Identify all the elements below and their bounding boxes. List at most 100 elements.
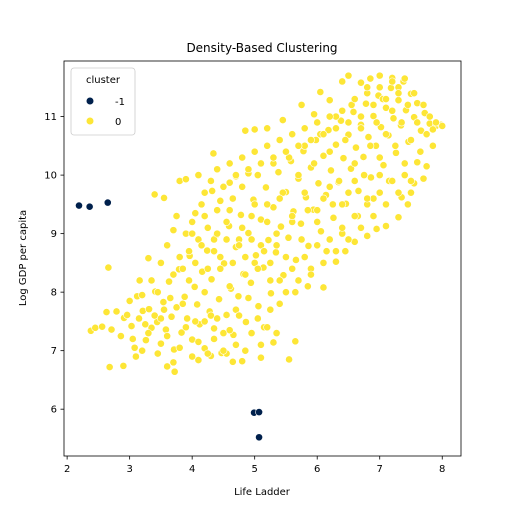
data-point-cluster-0 (282, 288, 290, 297)
data-point-cluster--1 (255, 433, 263, 442)
data-point-cluster-0 (316, 88, 325, 96)
data-point-cluster-0 (194, 356, 203, 364)
data-point-cluster-0 (419, 100, 428, 109)
data-point-cluster-0 (332, 124, 340, 133)
data-point-cluster-0 (207, 177, 215, 185)
data-point-cluster-0 (128, 335, 137, 343)
data-point-cluster-0 (413, 158, 422, 167)
data-point-cluster-0 (375, 83, 384, 92)
data-point-cluster-0 (413, 118, 422, 127)
data-point-cluster-0 (344, 71, 353, 80)
data-point-cluster-0 (260, 247, 268, 256)
data-point-cluster-0 (194, 337, 203, 346)
legend-label: 0 (115, 117, 121, 128)
data-point-cluster-0 (313, 206, 322, 215)
data-point-cluster-0 (219, 182, 228, 191)
data-point-cluster-0 (407, 136, 415, 144)
data-point-cluster-0 (247, 235, 256, 244)
data-point-cluster-0 (369, 212, 378, 220)
data-point-cluster-0 (407, 177, 415, 185)
data-point-cluster-0 (319, 194, 328, 203)
data-point-cluster-0 (388, 77, 397, 86)
data-point-cluster-0 (282, 147, 290, 156)
data-point-cluster-0 (238, 182, 247, 191)
data-point-cluster-0 (225, 282, 234, 291)
data-point-cluster-0 (428, 141, 437, 150)
data-point-cluster-0 (341, 247, 350, 256)
legend-entries: -1 0 (85, 96, 125, 128)
data-point-cluster-0 (319, 258, 328, 267)
data-point-cluster-0 (203, 349, 212, 358)
data-point-cluster-0 (131, 352, 140, 361)
data-point-cluster-0 (162, 325, 170, 334)
data-point-cluster-0 (366, 141, 375, 150)
data-point-cluster-0 (327, 166, 335, 175)
data-point-cluster-0 (285, 355, 293, 364)
data-point-cluster-0 (329, 213, 338, 222)
data-point-cluster-0 (250, 125, 259, 134)
data-point-cluster-0 (375, 171, 384, 180)
data-point-cluster-0 (144, 329, 153, 338)
data-point-cluster-0 (389, 114, 398, 123)
data-point-cluster-0 (210, 247, 218, 256)
data-point-cluster-0 (332, 247, 340, 256)
data-point-cluster-0 (102, 308, 111, 316)
data-point-cluster-0 (313, 241, 322, 250)
data-point-cluster-0 (194, 171, 203, 180)
data-point-cluster-0 (135, 314, 143, 323)
data-point-cluster-0 (400, 74, 409, 83)
data-point-cluster-0 (153, 349, 162, 358)
data-point-cluster-0 (275, 276, 284, 285)
data-point-cluster-0 (310, 110, 318, 119)
data-point-cluster-0 (135, 276, 144, 285)
chart-title: Density-Based Clustering (186, 41, 337, 55)
data-point-cluster-0 (297, 100, 306, 109)
y-axis-label: Log GDP per capita (18, 210, 29, 306)
data-point-cluster-0 (112, 307, 121, 316)
data-point-cluster-0 (269, 338, 278, 347)
data-point-cluster-0 (388, 177, 397, 185)
data-point-cluster-0 (208, 187, 217, 195)
data-point-cluster-0 (294, 141, 303, 150)
data-point-cluster-0 (338, 77, 347, 86)
data-point-cluster-0 (232, 171, 240, 180)
data-point-cluster-0 (238, 223, 247, 232)
data-point-cluster-0 (188, 352, 197, 361)
data-point-cluster-0 (232, 340, 240, 349)
data-point-cluster-0 (372, 225, 381, 233)
data-point-cluster--1 (103, 198, 112, 207)
data-point-cluster-0 (247, 212, 256, 220)
data-point-cluster-0 (347, 164, 355, 173)
data-point-cluster-0 (153, 288, 162, 297)
data-point-cluster-0 (363, 232, 372, 240)
data-point-cluster-0 (254, 302, 263, 311)
data-point-cluster-0 (314, 179, 323, 188)
data-point-cluster-0 (220, 259, 228, 268)
axis-ticks: 2 3 4 5 6 7 8 6 7 8 9 10 11 (44, 112, 445, 475)
data-point-cluster-0 (291, 288, 300, 297)
data-point-cluster-0 (432, 118, 440, 127)
data-point-cluster-0 (275, 194, 284, 203)
x-tick-label: 3 (126, 464, 132, 475)
data-point-cluster--1 (75, 201, 83, 210)
data-point-cluster-0 (382, 222, 390, 230)
data-point-cluster-0 (203, 264, 212, 273)
data-point-cluster-0 (242, 318, 250, 326)
data-point-cluster-0 (291, 337, 300, 346)
data-point-cluster-0 (324, 126, 333, 134)
data-point-cluster-0 (357, 112, 365, 121)
data-point-cluster-0 (175, 343, 184, 352)
data-point-cluster-0 (119, 361, 128, 370)
data-point-cluster-0 (319, 283, 328, 292)
data-point-cluster-0 (400, 171, 409, 180)
data-point-cluster-0 (228, 258, 237, 267)
data-point-cluster-0 (352, 143, 360, 152)
data-point-cluster-0 (278, 116, 287, 124)
data-point-cluster-0 (266, 305, 275, 314)
data-point-cluster-0 (382, 95, 390, 103)
data-point-cluster-0 (222, 311, 231, 319)
data-point-cluster-0 (163, 362, 172, 371)
x-tick-label: 8 (439, 464, 445, 475)
x-tick-label: 6 (314, 464, 320, 475)
